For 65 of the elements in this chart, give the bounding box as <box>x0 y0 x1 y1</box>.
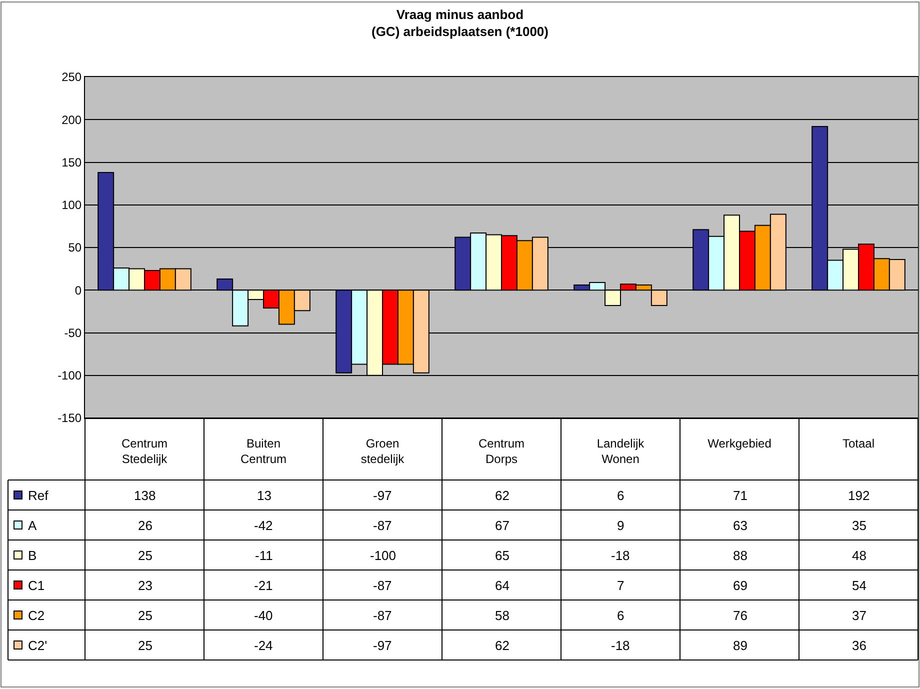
data-label: 58 <box>495 608 510 623</box>
data-label: 36 <box>852 638 866 653</box>
y-tick-label: 0 <box>74 283 82 298</box>
legend-label: C1 <box>28 578 45 593</box>
data-label: 35 <box>852 518 866 533</box>
data-label: 62 <box>495 638 510 653</box>
data-label: 25 <box>138 638 152 653</box>
x-tick-label: Buiten Centrum <box>240 436 287 466</box>
data-label: 76 <box>733 608 748 623</box>
legend-label: Ref <box>28 488 49 503</box>
x-tick-label: Centrum Stedelijk <box>121 436 168 466</box>
data-label: -42 <box>254 518 273 533</box>
x-tick-label: Totaal <box>842 436 875 450</box>
y-tick-label: -100 <box>58 368 82 383</box>
data-label: -87 <box>373 518 392 533</box>
data-label: 69 <box>733 578 748 593</box>
data-label: -87 <box>373 578 392 593</box>
data-label: -97 <box>373 638 392 653</box>
data-label: -11 <box>255 548 273 563</box>
y-tick-label: 200 <box>62 112 82 127</box>
data-label: 62 <box>495 488 510 503</box>
data-label: 89 <box>733 638 748 653</box>
data-label: 88 <box>733 548 748 563</box>
data-label: 7 <box>617 578 624 593</box>
data-label: 71 <box>733 488 748 503</box>
x-tick-label: Groen stedelijk <box>360 436 406 466</box>
data-label: 192 <box>848 488 870 503</box>
data-label: -18 <box>611 638 630 653</box>
y-tick-label: -50 <box>64 326 82 340</box>
x-tick-label: Centrum Dorps <box>478 436 525 466</box>
data-label: 37 <box>852 608 866 623</box>
legend-label: A <box>28 518 37 533</box>
y-tick-label: 50 <box>68 240 82 255</box>
data-label: 138 <box>134 488 156 503</box>
data-label: 6 <box>617 488 624 503</box>
data-label: -24 <box>254 638 273 653</box>
y-tick-label: -150 <box>58 411 82 426</box>
data-label: 25 <box>138 608 152 623</box>
data-label: 9 <box>617 518 624 533</box>
data-label: -100 <box>370 548 396 563</box>
data-label: 65 <box>495 548 510 563</box>
legend-label: B <box>28 548 37 563</box>
x-tick-label: Landelijk Wonen <box>596 436 646 466</box>
data-label: 23 <box>138 578 152 593</box>
data-label: 64 <box>495 578 510 593</box>
data-label: 54 <box>852 578 866 593</box>
data-label: 48 <box>852 548 866 563</box>
data-label: -87 <box>373 608 392 623</box>
legend-label: C2' <box>28 638 48 653</box>
data-label: -18 <box>611 548 630 563</box>
data-label: -40 <box>254 608 273 623</box>
data-label: 25 <box>138 548 152 563</box>
data-label: 13 <box>257 488 272 503</box>
x-tick-label: Werkgebied <box>708 436 772 450</box>
legend-label: C2 <box>28 608 45 623</box>
y-tick-label: 150 <box>62 155 82 170</box>
chart-title: Vraag minus aanbod (GC) arbeidsplaatsen (*1000) <box>371 7 549 39</box>
data-label: 63 <box>733 518 748 533</box>
data-label: -97 <box>373 488 392 503</box>
y-tick-label: 250 <box>62 70 82 84</box>
data-label: 67 <box>495 518 510 533</box>
data-label: 26 <box>138 518 152 533</box>
y-tick-label: 100 <box>62 198 82 212</box>
data-label: 6 <box>617 608 624 623</box>
data-label: -21 <box>254 578 273 593</box>
